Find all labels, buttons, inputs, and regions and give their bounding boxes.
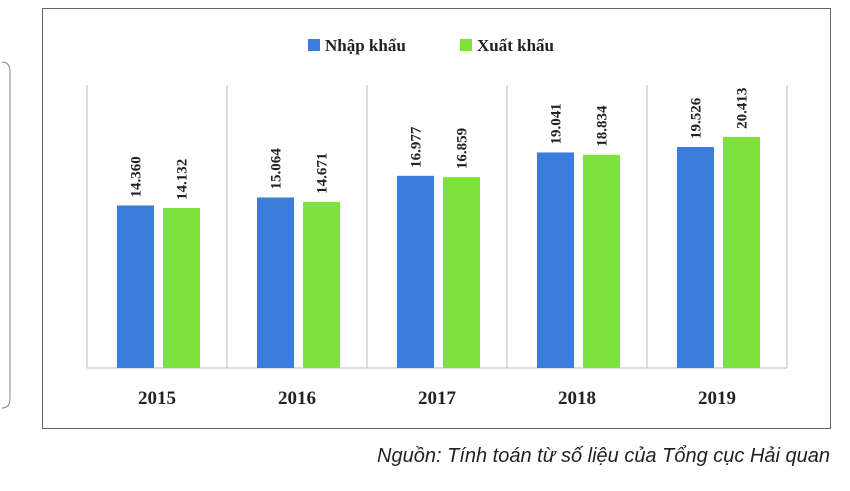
- bar: [117, 205, 154, 368]
- bar: [537, 152, 574, 368]
- bar: [163, 208, 200, 368]
- value-label: 19.041: [549, 103, 565, 144]
- value-label: 14.132: [175, 159, 191, 200]
- value-label: 20.413: [735, 88, 751, 129]
- value-label: 16.977: [409, 126, 425, 168]
- bar: [723, 136, 760, 368]
- value-label: 14.360: [129, 156, 145, 197]
- bar: [583, 154, 620, 368]
- x-tick-label: 2015: [138, 388, 176, 409]
- x-tick-label: 2019: [698, 388, 736, 409]
- bar: [677, 146, 714, 368]
- page-bracket: [1, 61, 11, 409]
- x-tick-label: 2018: [558, 388, 596, 409]
- value-label: 14.671: [315, 153, 331, 194]
- legend-label: Nhập khẩu: [325, 36, 406, 55]
- bar: [257, 197, 294, 368]
- x-tick-label: 2017: [418, 388, 457, 409]
- source-note: Nguồn: Tính toán từ số liệu của Tổng cục…: [377, 445, 830, 467]
- value-label: 15.064: [269, 148, 285, 190]
- bar: [443, 177, 480, 368]
- legend-label: Xuất khẩu: [477, 36, 554, 55]
- bar: [303, 201, 340, 368]
- bar: [397, 175, 434, 368]
- legend-swatch: [308, 39, 320, 51]
- value-label: 16.859: [455, 128, 471, 169]
- value-label: 19.526: [689, 97, 705, 139]
- x-tick-label: 2016: [278, 388, 316, 409]
- value-label: 18.834: [595, 105, 611, 147]
- legend-swatch: [460, 39, 472, 51]
